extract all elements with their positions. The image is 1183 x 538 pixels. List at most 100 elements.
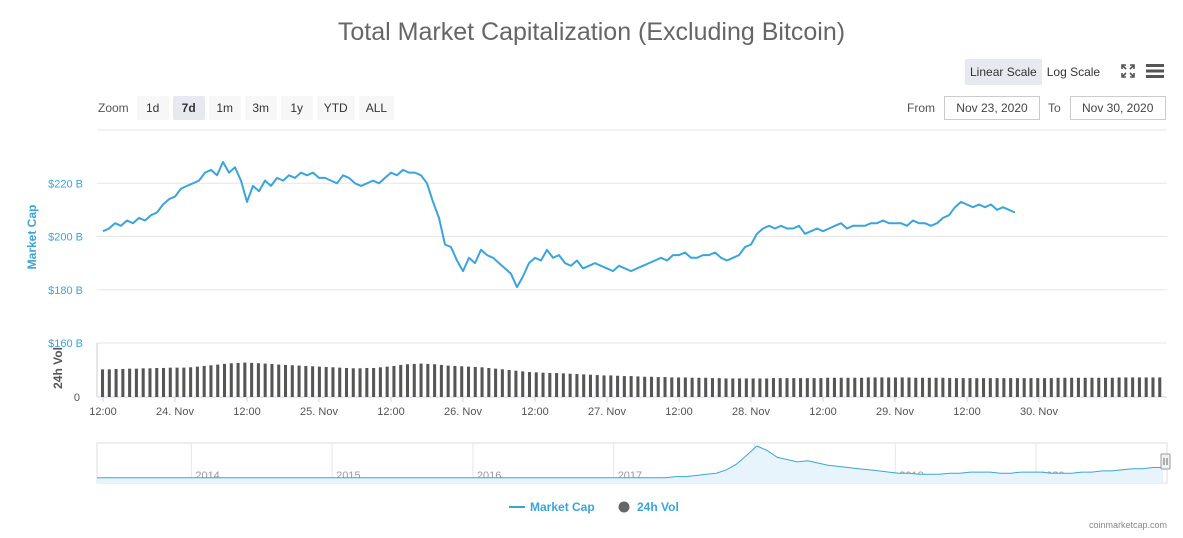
volume-bar (277, 364, 281, 397)
volume-bar (561, 373, 565, 397)
volume-bar (399, 364, 403, 397)
volume-bar (1104, 377, 1108, 397)
volume-bar (968, 378, 972, 397)
volume-bar (758, 378, 762, 397)
volume-bar (934, 377, 938, 397)
x-tick-label: 12:00 (89, 406, 117, 418)
zoom-1m-button[interactable]: 1m (208, 96, 241, 120)
volume-bar (148, 368, 152, 397)
navigator-handle (1160, 453, 1171, 470)
x-tick-label: 28. Nov (732, 406, 770, 418)
volume-bar (182, 367, 186, 397)
volume-bar (514, 370, 518, 397)
volume-bar (351, 368, 355, 397)
from-label: From (907, 101, 935, 115)
to-date-input[interactable]: Nov 30, 2020 (1069, 96, 1166, 120)
zoom-all-button[interactable]: ALL (358, 96, 395, 120)
volume-bar (372, 367, 376, 397)
volume-bar (582, 374, 586, 397)
volume-bar (128, 368, 132, 397)
volume-bar (107, 369, 111, 397)
linear-scale-button[interactable]: Linear Scale (965, 59, 1042, 85)
volume-bar (541, 372, 545, 397)
log-scale-button[interactable]: Log Scale (1046, 65, 1101, 79)
volume-bar (690, 377, 694, 397)
volume-bar (1015, 378, 1019, 397)
volume-bar (155, 367, 159, 397)
volume-bar (900, 377, 904, 397)
volume-bar (724, 378, 728, 397)
volume-bar (873, 377, 877, 397)
zoom-3m-button[interactable]: 3m (244, 96, 277, 120)
x-tick-label: 30. Nov (1020, 406, 1058, 418)
volume-bar (548, 373, 552, 397)
zoom-1y-button[interactable]: 1y (280, 96, 313, 120)
volume-bar (256, 363, 260, 397)
from-date-input[interactable]: Nov 23, 2020 (944, 96, 1040, 120)
volume-bar (290, 365, 294, 397)
zoom-7d-button[interactable]: 7d (172, 96, 205, 120)
volume-bar (555, 373, 559, 397)
volume-bar (846, 377, 850, 397)
volume-bar (202, 365, 206, 397)
x-tick-label: 12:00 (953, 406, 981, 418)
volume-bar (101, 369, 105, 397)
volume-bar (778, 378, 782, 397)
navigator-line (97, 445, 1163, 479)
volume-bar (839, 377, 843, 397)
volume-bar (453, 365, 457, 397)
volume-tick-label-160: $160 B (48, 338, 83, 350)
volume-bar (887, 377, 891, 397)
volume-bar (704, 377, 708, 397)
volume-bar (344, 367, 349, 397)
volume-bar (649, 376, 653, 397)
legend-volume-marker (618, 501, 630, 513)
x-tick-label: 29. Nov (876, 406, 914, 418)
volume-bar (392, 365, 396, 397)
volume-bar (602, 375, 606, 397)
volume-bar (880, 377, 884, 397)
volume-bar (121, 368, 125, 397)
volume-bar (195, 366, 199, 397)
zoom-1d-button[interactable]: 1d (136, 96, 169, 120)
volume-bar (663, 377, 667, 397)
volume-bar (636, 376, 640, 397)
volume-bar (771, 378, 775, 397)
expand-icon[interactable] (1120, 63, 1136, 79)
volume-bar (799, 378, 803, 397)
volume-bar (710, 378, 714, 397)
hamburger-menu-icon[interactable] (1146, 63, 1164, 79)
x-tick-label: 12:00 (521, 406, 549, 418)
volume-bar (670, 377, 674, 397)
volume-bar (1009, 378, 1013, 397)
volume-bar (785, 378, 789, 397)
x-tick-label: 12:00 (809, 406, 837, 418)
volume-bar (433, 364, 437, 397)
volume-bar (893, 377, 897, 397)
volume-bar (507, 370, 511, 397)
volume-bar (988, 378, 992, 397)
volume-bar (568, 373, 572, 397)
x-tick-label: 25. Nov (300, 406, 338, 418)
volume-tick-label-0: 0 (74, 392, 80, 404)
credits-link[interactable]: coinmarketcap.com (1088, 520, 1167, 530)
volume-bar (243, 362, 247, 397)
y-axis-title: Market Cap (25, 205, 39, 270)
scale-toggle-group: Linear Scale Log Scale (965, 59, 1105, 85)
volume-bar (283, 364, 288, 397)
volume-bar (494, 368, 498, 397)
volume-bar (1083, 377, 1087, 397)
volume-bar (656, 377, 660, 397)
volume-bar (697, 377, 701, 397)
volume-bar (175, 367, 179, 397)
volume-bar (683, 377, 687, 397)
volume-bar (141, 368, 145, 397)
volume-bar (948, 378, 952, 397)
volume-bar (866, 377, 870, 397)
volume-bar (378, 367, 382, 397)
zoom-ytd-button[interactable]: YTD (316, 96, 355, 120)
volume-bar (1063, 377, 1067, 397)
volume-bar (622, 376, 626, 397)
date-range: From Nov 23, 2020 To Nov 30, 2020 (907, 96, 1174, 120)
